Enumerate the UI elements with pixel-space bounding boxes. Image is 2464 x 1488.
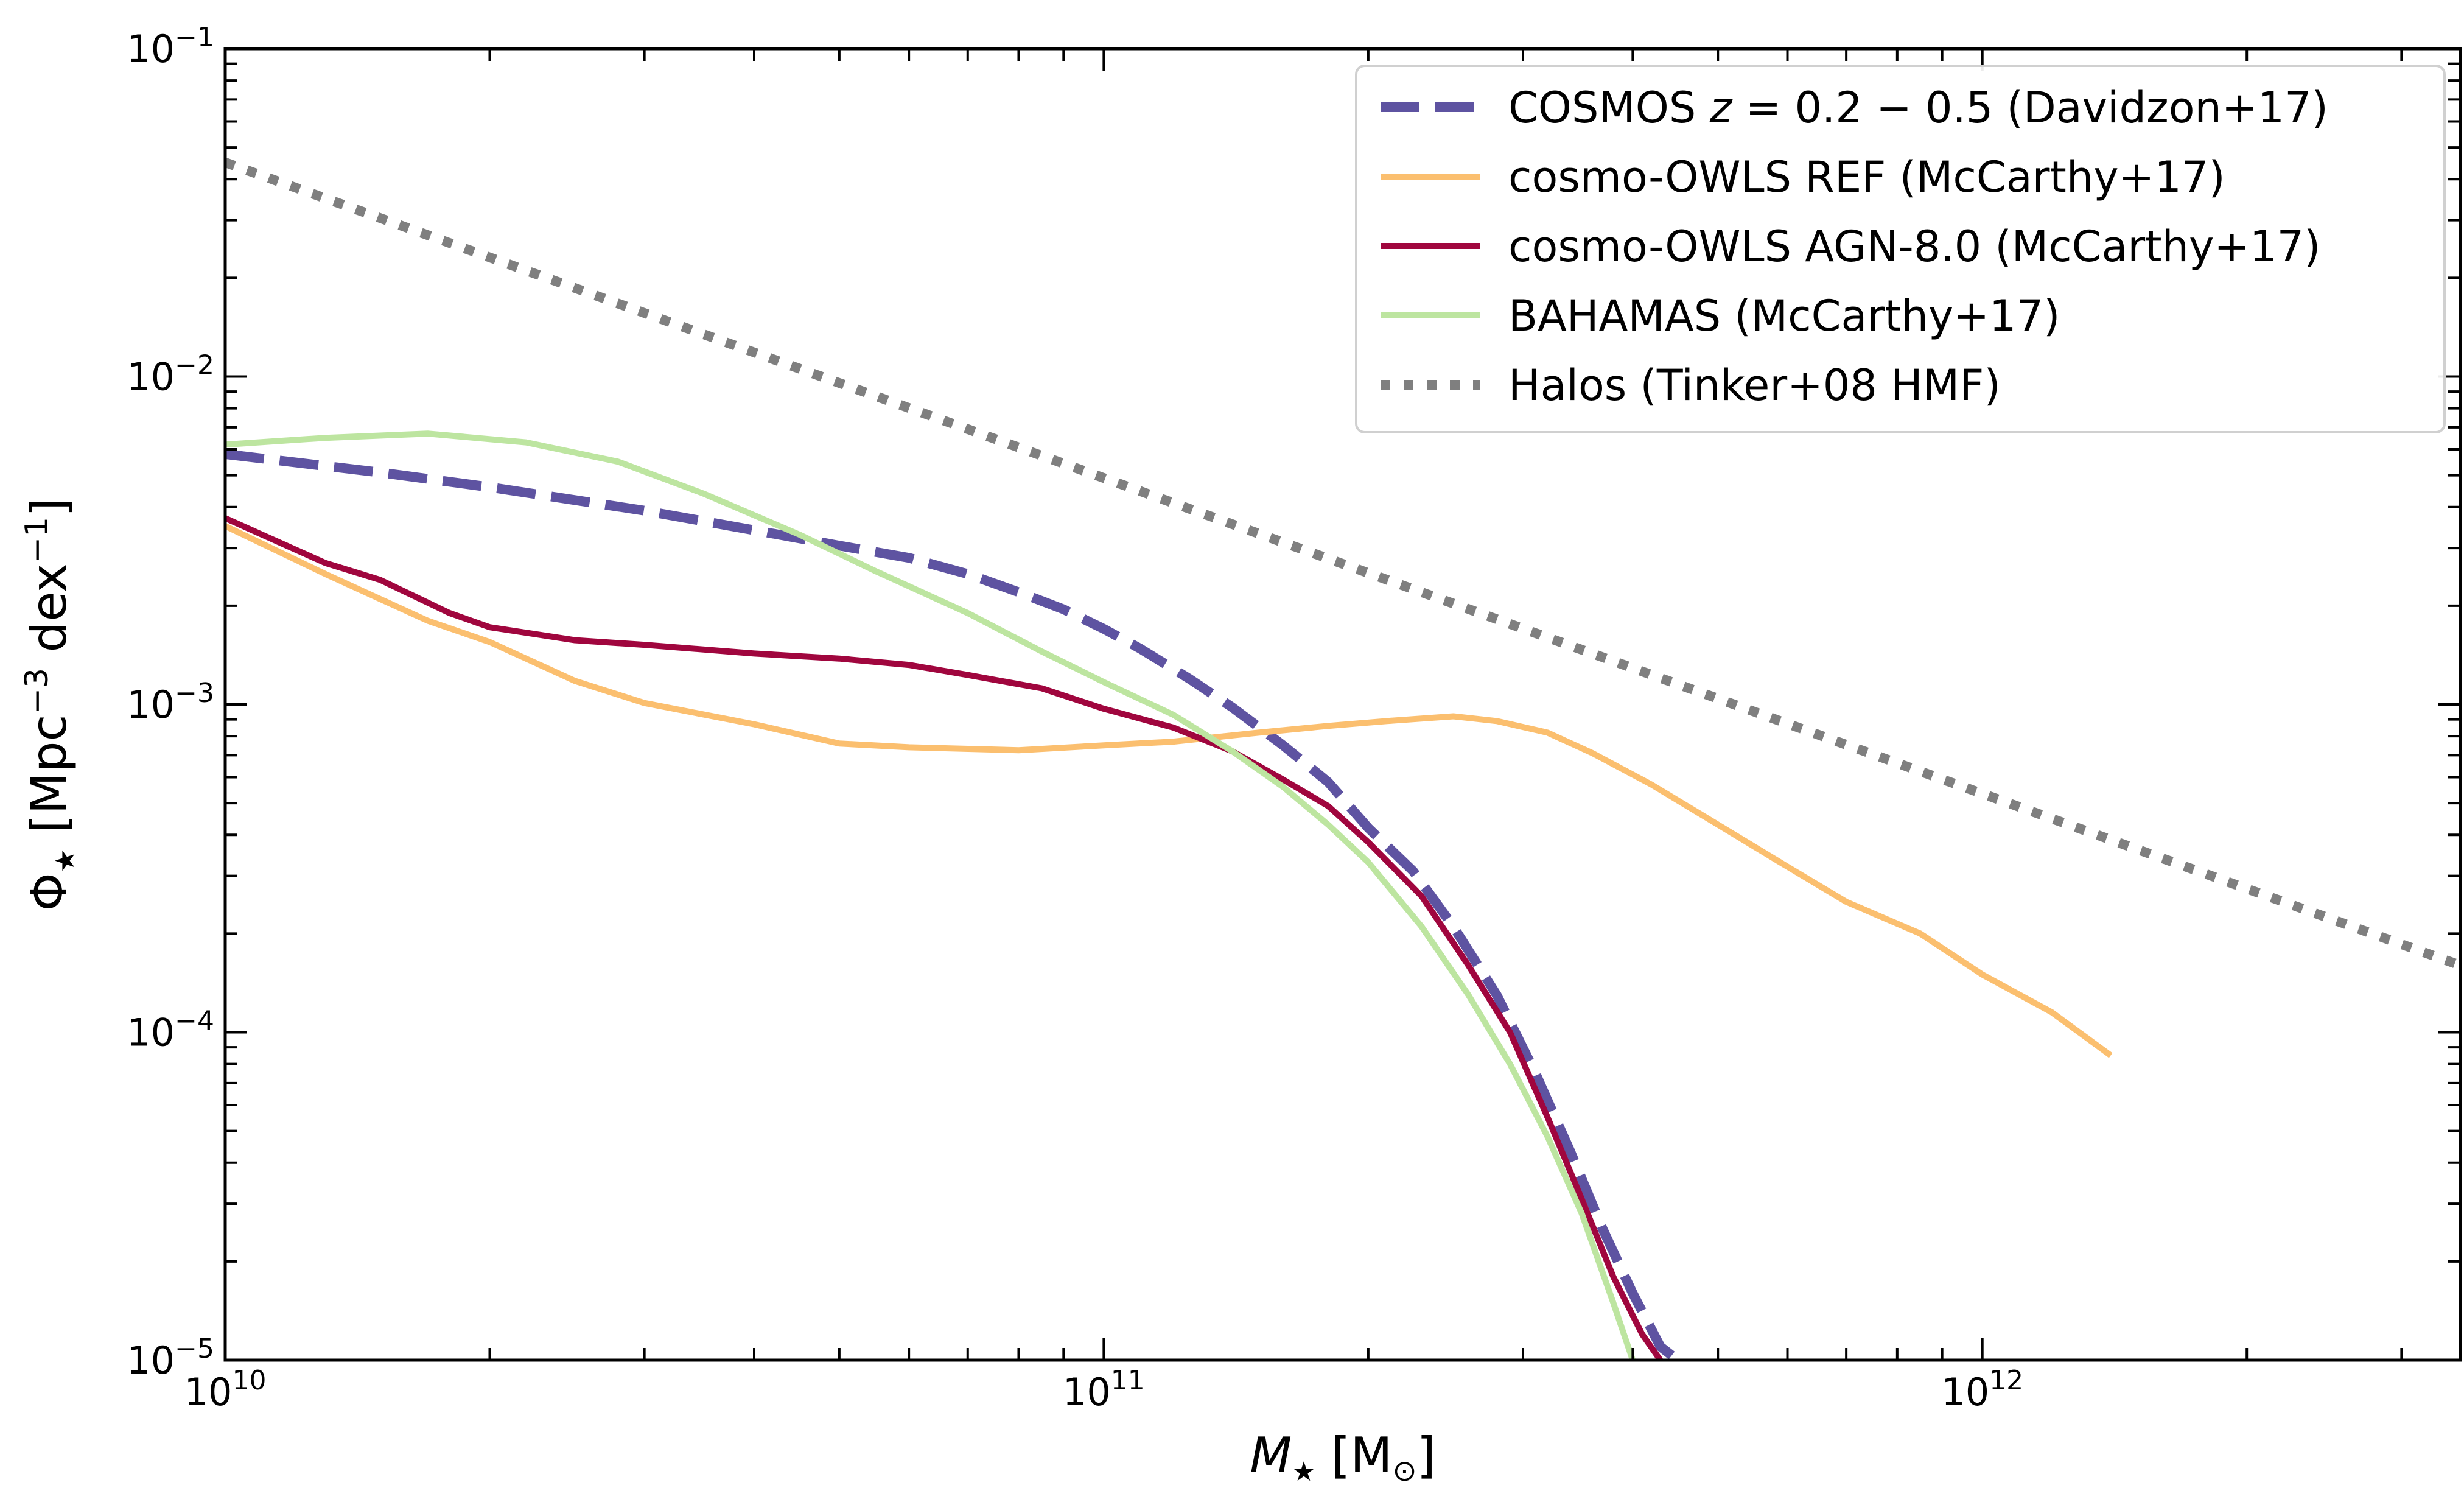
y-tick-label: 10−1 [127,22,214,71]
legend: COSMOS z = 0.2 − 0.5 (Davidzon+17) cosmo-… [1355,65,2446,433]
series-line-4 [225,430,1636,1360]
x-tick-label: 1010 [184,1365,267,1414]
x-tick-label: 1011 [1063,1365,1145,1414]
plot-frame [223,47,2462,1362]
y-tick-label: 10−3 [127,678,214,727]
series-line-1 [225,449,1681,1360]
series-line-3 [225,515,1663,1360]
ticks-layer: 1010 1011 1012 10−1 10−2 10−3 10−4 10−5 [127,22,2460,1414]
series-layer [225,158,2460,1360]
y-axis-label: Φ★ [Mpc−3 dex−1] [19,498,81,911]
y-tick-label: 10−4 [127,1006,214,1055]
legend-label-3: cosmo-OWLS AGN-8.0 (McCarthy+17) [1508,222,2320,272]
x-tick-label: 1012 [1941,1365,2023,1414]
legend-box [1355,65,2446,433]
legend-label-5: Halos (Tinker+08 HMF) [1508,360,2001,410]
x-axis-label: M★ [M⊙] [1250,1427,1436,1488]
legend-label-1: COSMOS z = 0.2 − 0.5 (Davidzon+17) [1508,83,2328,133]
y-tick-label: 10−2 [127,350,214,399]
legend-label-2: cosmo-OWLS REF (McCarthy+17) [1508,152,2225,202]
y-tick-label: 10−5 [127,1333,214,1383]
series-line-2 [225,523,2113,1058]
series-line-5 [225,158,2460,970]
legend-label-4: BAHAMAS (McCarthy+17) [1508,291,2060,341]
